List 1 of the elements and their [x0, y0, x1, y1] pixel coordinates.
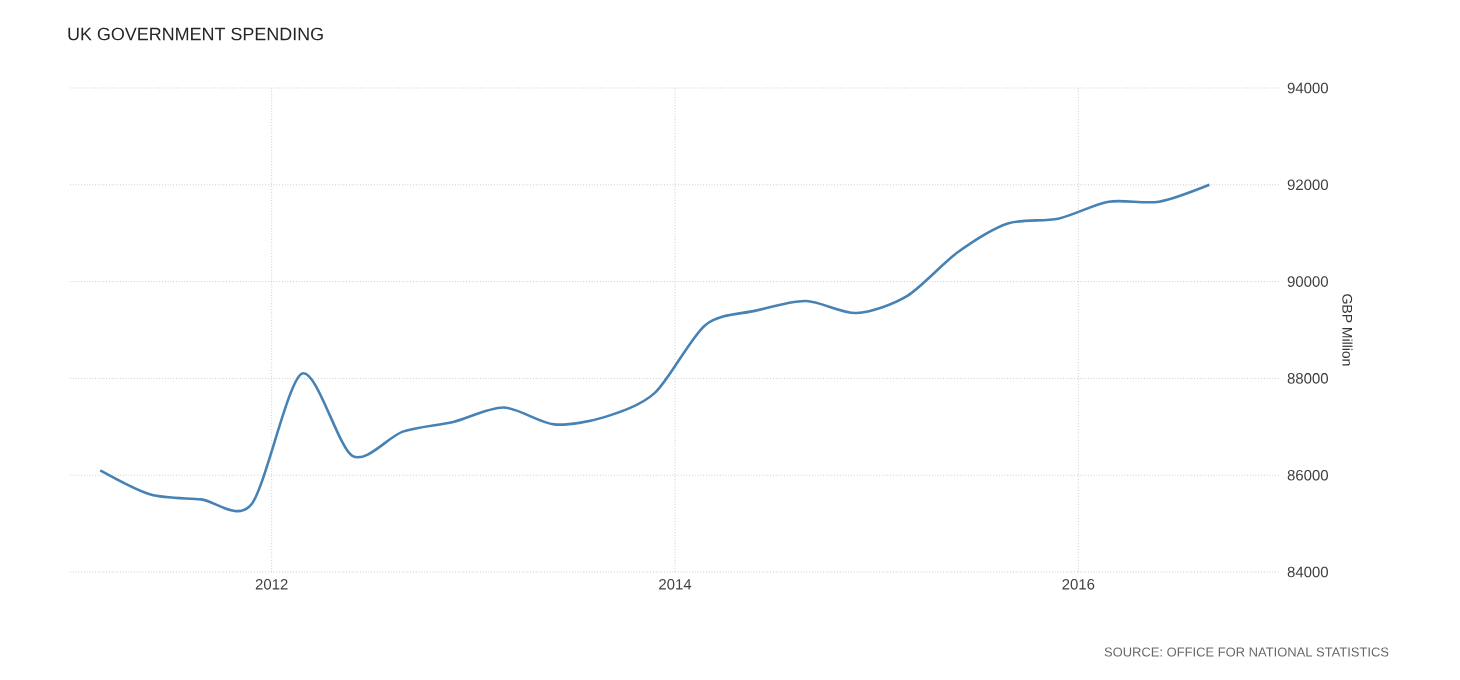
chart-title: UK GOVERNMENT SPENDING [68, 27, 323, 41]
